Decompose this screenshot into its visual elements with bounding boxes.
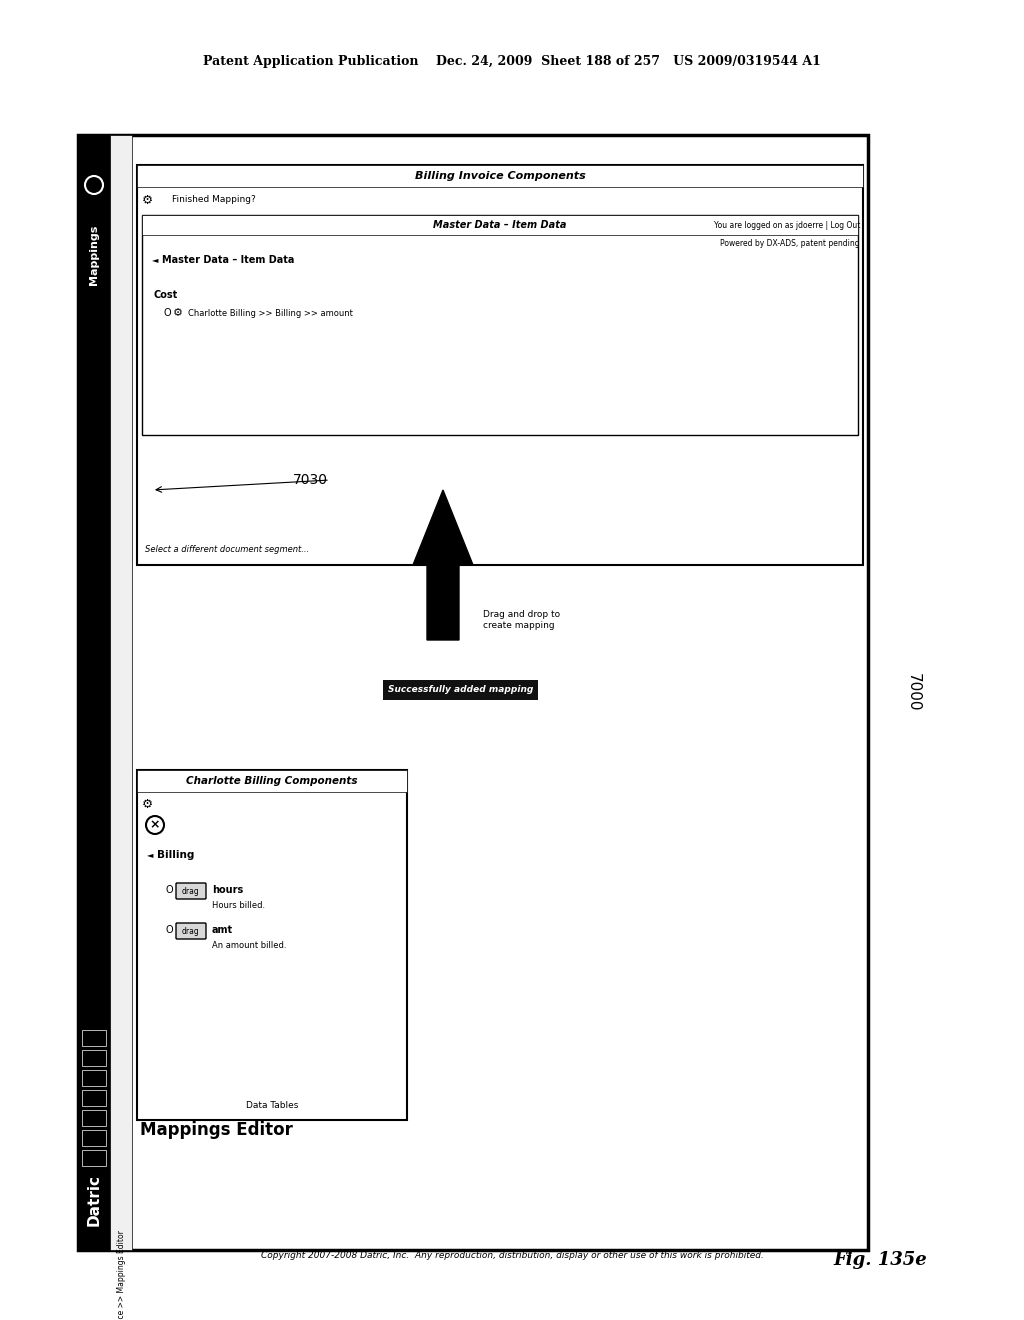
Text: You are logged on as jdoerre | Log Out: You are logged on as jdoerre | Log Out [714,220,860,230]
Text: Mappings: Mappings [89,224,99,285]
FancyBboxPatch shape [176,883,206,899]
Text: ◄: ◄ [147,850,154,859]
Bar [82,1130,106,1146]
Text: ⚙: ⚙ [173,308,183,318]
Text: 7000: 7000 [905,673,921,711]
Text: Charlotte Billing >> Billing >> amount: Charlotte Billing >> Billing >> amount [188,309,353,318]
Text: Drag and drop to
create mapping: Drag and drop to create mapping [483,610,560,630]
Bar [82,1090,106,1106]
Bar [82,1071,106,1086]
FancyBboxPatch shape [176,923,206,939]
Text: ⚙: ⚙ [141,194,153,206]
Text: Copyright 2007-2008 Datric, Inc.  Any reproduction, distribution, display or oth: Copyright 2007-2008 Datric, Inc. Any rep… [260,1250,764,1259]
Text: Powered by DX-ADS, patent pending: Powered by DX-ADS, patent pending [720,239,860,248]
Bar [142,215,858,235]
Text: Data Tables: Data Tables [246,1101,298,1110]
Bar [137,165,863,187]
Text: hours: hours [212,884,244,895]
Text: Hours billed.: Hours billed. [212,900,265,909]
Bar [82,1150,106,1166]
Bar [137,770,407,792]
Bar [110,135,132,1250]
Bar [82,1049,106,1067]
Bar [383,680,538,700]
Text: Select a different document segment...: Select a different document segment... [145,545,309,554]
Text: O: O [165,884,173,895]
Text: Billing Invoice Components: Billing Invoice Components [415,172,586,181]
Text: ◄: ◄ [152,256,159,264]
Bar [137,770,407,1119]
Text: Master Data – Item Data: Master Data – Item Data [433,220,566,230]
Bar [82,1030,106,1045]
Text: amt: amt [212,925,233,935]
Text: Master Data – Item Data: Master Data – Item Data [162,255,294,265]
Bar [137,165,863,565]
Text: Charlotte Billing Components: Charlotte Billing Components [186,776,357,785]
Text: Successfully added mapping: Successfully added mapping [388,685,534,694]
Text: drag: drag [182,927,200,936]
Text: Mappings Editor: Mappings Editor [140,1121,293,1139]
Polygon shape [413,490,473,640]
Text: O: O [165,925,173,935]
Bar [142,215,858,436]
Text: Cost: Cost [154,290,178,300]
Text: Fig. 135e: Fig. 135e [834,1251,927,1269]
Bar [78,135,110,1250]
Text: Location: Mappings >> Billing Invoice >> Mappings Editor: Location: Mappings >> Billing Invoice >>… [117,1230,126,1320]
Text: Patent Application Publication    Dec. 24, 2009  Sheet 188 of 257   US 2009/0319: Patent Application Publication Dec. 24, … [203,55,821,69]
Text: ×: × [150,818,160,832]
Bar [78,135,868,1250]
Text: 7030: 7030 [293,473,328,487]
Text: Datric: Datric [86,1173,101,1226]
Text: Finished Mapping?: Finished Mapping? [172,195,256,205]
Text: ⚙: ⚙ [141,797,153,810]
Text: O: O [164,308,172,318]
Text: An amount billed.: An amount billed. [212,940,287,949]
Bar [82,1110,106,1126]
Text: drag: drag [182,887,200,895]
Text: Billing: Billing [157,850,195,861]
